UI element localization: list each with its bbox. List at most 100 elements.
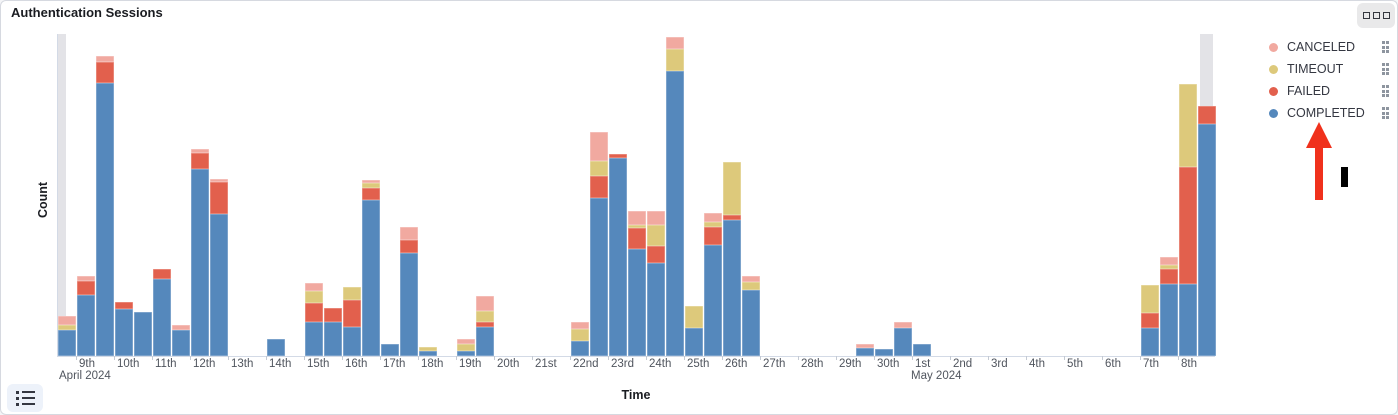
bar-segment-completed[interactable] [722,220,741,356]
drag-handle-icon[interactable] [1381,85,1389,97]
bar-segment-canceled[interactable] [456,339,475,344]
bar-segment-timeout[interactable] [684,306,703,328]
bar-segment-canceled[interactable] [95,56,114,62]
bar-segment-failed[interactable] [76,281,95,295]
bar-segment-canceled[interactable] [741,276,760,282]
stacked-bar[interactable] [722,162,741,356]
bar-segment-failed[interactable] [95,62,114,83]
bar-segment-failed[interactable] [190,153,209,169]
bar-segment-canceled[interactable] [646,211,665,225]
bar-segment-timeout[interactable] [475,311,494,322]
bar-segment-canceled[interactable] [475,296,494,311]
bar-segment-canceled[interactable] [209,179,228,182]
bar-segment-timeout[interactable] [741,282,760,290]
bar-segment-completed[interactable] [380,344,399,356]
bar-segment-timeout[interactable] [304,291,323,303]
stacked-bar[interactable] [171,325,190,356]
stacked-bar[interactable] [114,302,133,356]
bar-segment-failed[interactable] [399,240,418,253]
drag-handle-icon[interactable] [1381,107,1389,119]
bar-segment-timeout[interactable] [1178,84,1197,167]
panel-menu-button[interactable] [1357,3,1395,28]
drag-handle-icon[interactable] [1381,63,1389,75]
bar-segment-completed[interactable] [304,322,323,356]
bar-segment-completed[interactable] [646,263,665,356]
bar-segment-completed[interactable] [912,344,931,356]
bar-segment-completed[interactable] [1159,284,1178,356]
bar-segment-completed[interactable] [1140,328,1159,356]
bar-segment-canceled[interactable] [76,276,95,281]
stacked-bar[interactable] [399,227,418,356]
stacked-bar[interactable] [1159,257,1178,356]
bar-segment-canceled[interactable] [57,316,76,325]
bar-segment-canceled[interactable] [627,211,646,225]
bar-segment-canceled[interactable] [399,227,418,240]
bar-segment-completed[interactable] [342,327,361,356]
bar-segment-failed[interactable] [323,308,342,322]
bar-segment-timeout[interactable] [1140,285,1159,313]
bar-segment-canceled[interactable] [589,132,608,161]
bar-segment-completed[interactable] [627,249,646,356]
bar-segment-timeout[interactable] [589,161,608,176]
stacked-bar[interactable] [665,37,684,356]
bar-segment-completed[interactable] [1197,124,1216,356]
bar-segment-canceled[interactable] [893,322,912,328]
bar-segment-failed[interactable] [475,322,494,327]
bar-segment-failed[interactable] [722,215,741,220]
bar-segment-timeout[interactable] [342,287,361,300]
bar-segment-completed[interactable] [570,341,589,356]
stacked-bar[interactable] [190,149,209,356]
bar-segment-canceled[interactable] [171,325,190,330]
stacked-bar[interactable] [95,56,114,356]
bar-segment-completed[interactable] [190,169,209,356]
stacked-bar[interactable] [380,344,399,356]
bar-segment-completed[interactable] [399,253,418,356]
stacked-bar[interactable] [266,339,285,356]
legend-item-failed[interactable]: FAILED [1263,80,1397,102]
bar-segment-completed[interactable] [76,295,95,356]
bar-segment-completed[interactable] [152,279,171,356]
stacked-bar[interactable] [589,132,608,356]
bar-segment-completed[interactable] [703,245,722,356]
stacked-bar[interactable] [133,312,152,356]
bar-segment-failed[interactable] [1159,269,1178,284]
stacked-bar[interactable] [76,276,95,356]
bar-segment-canceled[interactable] [1159,257,1178,265]
bar-segment-completed[interactable] [475,327,494,356]
bar-segment-canceled[interactable] [570,322,589,329]
legend-item-timeout[interactable]: TIMEOUT [1263,58,1397,80]
bar-segment-completed[interactable] [874,349,893,356]
stacked-bar[interactable] [304,283,323,356]
bar-segment-canceled[interactable] [855,344,874,348]
bar-segment-timeout[interactable] [722,162,741,215]
stacked-bar[interactable] [323,308,342,356]
bar-segment-failed[interactable] [361,188,380,200]
bar-segment-failed[interactable] [304,303,323,322]
bar-segment-completed[interactable] [1178,284,1197,356]
stacked-bar[interactable] [418,347,437,356]
bar-segment-completed[interactable] [57,330,76,356]
bar-segment-timeout[interactable] [627,225,646,228]
stacked-bar[interactable] [1178,84,1197,356]
bar-segment-completed[interactable] [361,200,380,356]
bar-segment-canceled[interactable] [703,213,722,222]
stacked-bar[interactable] [646,211,665,356]
bar-segment-completed[interactable] [665,71,684,356]
bar-segment-canceled[interactable] [361,180,380,183]
bar-segment-failed[interactable] [1140,313,1159,328]
bar-segment-completed[interactable] [418,351,437,356]
bar-segment-completed[interactable] [266,339,285,356]
bar-segment-timeout[interactable] [57,325,76,330]
bar-segment-timeout[interactable] [703,222,722,227]
bar-segment-canceled[interactable] [190,149,209,153]
bar-segment-failed[interactable] [646,246,665,263]
bar-segment-timeout[interactable] [418,347,437,351]
stacked-bar[interactable] [703,213,722,356]
stacked-bar[interactable] [57,316,76,356]
bar-segment-timeout[interactable] [456,344,475,351]
bar-segment-failed[interactable] [209,182,228,214]
bar-segment-failed[interactable] [152,269,171,279]
bar-segment-completed[interactable] [855,348,874,356]
bar-segment-completed[interactable] [171,330,190,356]
stacked-bar[interactable] [361,180,380,356]
